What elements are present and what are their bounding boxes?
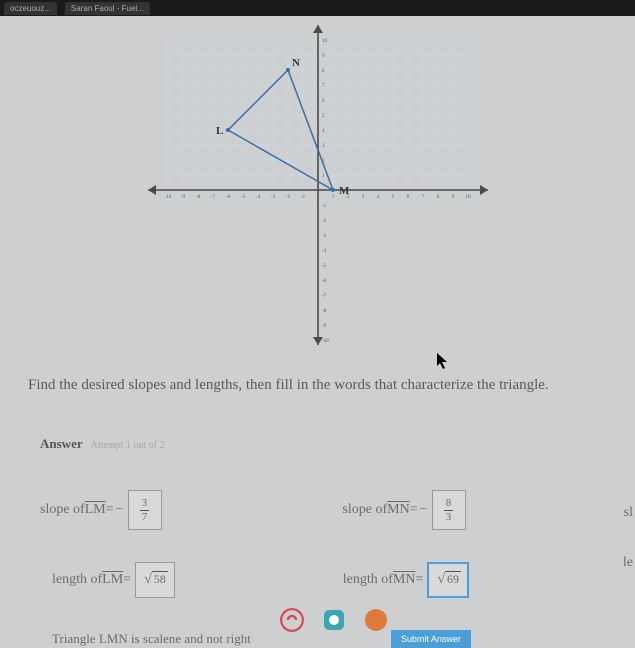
slope-mn: slope of MN = − 8 3 (342, 490, 607, 530)
circle-icon[interactable] (364, 608, 388, 632)
svg-text:10: 10 (465, 195, 471, 200)
svg-text:5: 5 (391, 195, 394, 200)
svg-text:1: 1 (331, 195, 334, 200)
length-mn: length of MN = 69 (343, 562, 607, 598)
length-lm-input[interactable]: 58 (135, 562, 175, 598)
svg-text:-6: -6 (322, 279, 327, 284)
svg-text:7: 7 (421, 195, 424, 200)
svg-text:-4: -4 (255, 195, 260, 200)
svg-text:-4: -4 (322, 249, 327, 254)
cut-label: sl (624, 505, 633, 521)
svg-text:-2: -2 (285, 195, 290, 200)
coordinate-graph: -10-9-8-7-6-5-4-3-2-112345678910-10-9-8-… (0, 16, 635, 375)
page-content: -10-9-8-7-6-5-4-3-2-112345678910-10-9-8-… (0, 16, 635, 648)
svg-text:-9: -9 (180, 195, 185, 200)
svg-text:-6: -6 (225, 195, 230, 200)
svg-text:-10: -10 (164, 195, 171, 200)
browser-tab-bar: oczeuouz... Saran Faoul - Fuel... (0, 0, 635, 16)
svg-text:-10: -10 (322, 339, 329, 344)
svg-text:-3: -3 (270, 195, 275, 200)
svg-text:-5: -5 (322, 264, 327, 269)
browser-tab[interactable]: Saran Faoul - Fuel... (65, 2, 150, 15)
svg-text:6: 6 (406, 195, 409, 200)
answer-heading: AnswerAttempt 1 out of 2 (40, 436, 607, 452)
svg-text:-1: -1 (322, 204, 327, 209)
svg-text:-3: -3 (322, 234, 327, 239)
slope-mn-input[interactable]: 8 3 (432, 490, 466, 530)
square-icon[interactable] (322, 608, 346, 632)
svg-text:3: 3 (361, 195, 364, 200)
svg-text:-1: -1 (300, 195, 305, 200)
slope-lm-input[interactable]: 3 7 (128, 490, 162, 530)
slope-lm: slope of LM = − 3 7 (40, 490, 342, 530)
submit-button[interactable]: Submit Answer (391, 630, 471, 648)
graph-svg: -10-9-8-7-6-5-4-3-2-112345678910-10-9-8-… (138, 20, 498, 355)
browser-tab[interactable]: oczeuouz... (4, 2, 57, 15)
svg-text:4: 4 (376, 195, 379, 200)
svg-text:9: 9 (451, 195, 454, 200)
svg-text:8: 8 (436, 195, 439, 200)
characterization-row: Triangle LMN is scalene and not right Su… (40, 630, 607, 648)
svg-text:-5: -5 (240, 195, 245, 200)
question-text: Find the desired slopes and lengths, the… (0, 375, 635, 396)
length-mn-input[interactable]: 69 (427, 562, 469, 598)
length-lm: length of LM = 58 (40, 562, 343, 598)
svg-text:-2: -2 (322, 219, 327, 224)
svg-text:10: 10 (322, 39, 328, 44)
slope-row: slope of LM = − 3 7 slope of MN = − 8 3 (40, 490, 607, 530)
svg-text:M: M (339, 185, 350, 197)
svg-text:-7: -7 (322, 294, 327, 299)
circle-icon[interactable] (280, 608, 304, 632)
svg-text:-8: -8 (322, 309, 327, 314)
svg-text:-9: -9 (322, 324, 327, 329)
svg-text:-7: -7 (210, 195, 215, 200)
length-row: length of LM = 58 length of MN = 69 (40, 562, 607, 598)
bottom-toolbar (280, 608, 388, 632)
cursor-icon (436, 352, 450, 375)
svg-text:-8: -8 (195, 195, 200, 200)
svg-text:N: N (292, 57, 300, 69)
svg-text:L: L (216, 125, 223, 137)
cut-label: le (623, 555, 633, 571)
